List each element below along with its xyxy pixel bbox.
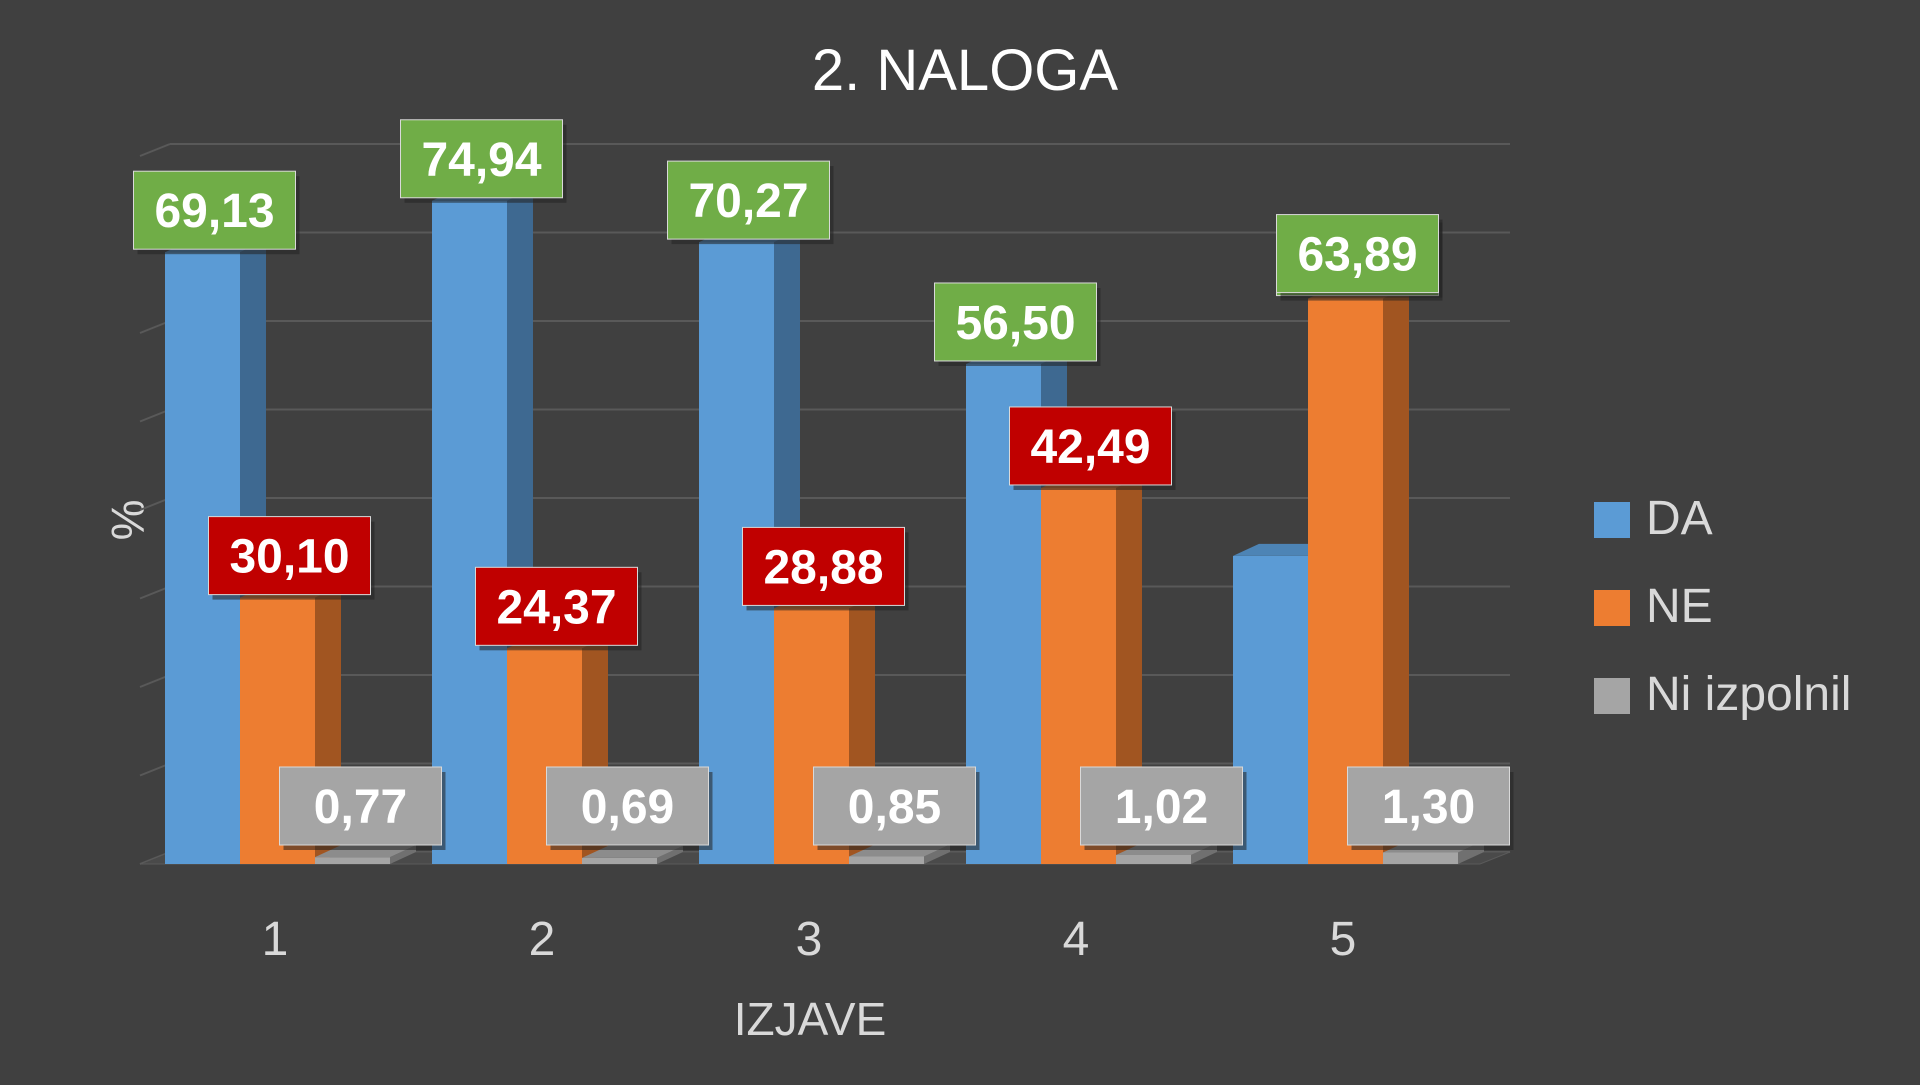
chart-title: 2. NALOGA: [812, 38, 1119, 103]
data-label: 42,49: [1009, 406, 1176, 490]
data-label: 0,85: [813, 766, 980, 850]
data-label: 70,27: [667, 160, 834, 245]
legend-swatch: [1594, 502, 1630, 538]
y-axis-label: %: [102, 500, 154, 541]
data-labels-layer: 69,13 30,10 0,77 74,94 24,37 0,69 70,27 28,88 0,…: [133, 119, 1514, 850]
data-label-text: 1,02: [1115, 781, 1208, 834]
legend-label: NE: [1646, 580, 1713, 633]
x-tick-labels: 1 2 3 4 5: [262, 913, 1357, 966]
label-box: [208, 516, 371, 596]
data-label-text: 69,13: [154, 185, 274, 238]
gridline-side: [139, 143, 171, 157]
legend-swatch: [1594, 678, 1630, 714]
x-axis-label: IZJAVE: [734, 993, 887, 1045]
bar: [1383, 852, 1458, 864]
data-label-text: 63,89: [1297, 229, 1417, 282]
label-box: [1347, 766, 1510, 846]
legend-label: Ni izpolnil: [1646, 668, 1851, 721]
data-label-text: 0,69: [581, 781, 674, 834]
x-tick-label: 5: [1330, 913, 1357, 966]
label-box: [742, 526, 905, 606]
legend-label: DA: [1646, 492, 1713, 545]
label-box: [1009, 406, 1172, 486]
data-label-text: 42,49: [1030, 421, 1150, 474]
data-label-text: 70,27: [688, 175, 808, 228]
label-box: [400, 119, 563, 199]
label-box: [546, 766, 709, 846]
data-label: 74,94: [400, 119, 567, 203]
data-label-text: 28,88: [763, 541, 883, 594]
data-label: 0,77: [279, 766, 446, 850]
bar: [1116, 854, 1191, 864]
x-tick-label: 2: [529, 913, 556, 966]
data-label-text: 24,37: [496, 581, 616, 634]
data-label: 1,02: [1080, 766, 1247, 850]
x-tick-label: 3: [796, 913, 823, 966]
bar-side: [657, 845, 683, 864]
label-box: [133, 170, 296, 250]
data-label-text: 30,10: [229, 531, 349, 584]
data-label: 24,37: [475, 566, 642, 651]
label-box: [667, 160, 830, 240]
bar: [849, 856, 924, 864]
data-label-text: 56,50: [955, 297, 1075, 350]
data-label: 0,69: [546, 766, 713, 850]
bar-side: [1383, 286, 1409, 864]
label-box: [813, 766, 976, 846]
data-label-text: 0,77: [314, 781, 407, 834]
data-label: 28,88: [742, 526, 909, 611]
legend: DA NE Ni izpolnil: [1594, 492, 1851, 721]
label-box: [475, 566, 638, 646]
data-label-text: 0,85: [848, 781, 941, 834]
label-box: [1276, 214, 1439, 294]
label-box: [1080, 766, 1243, 846]
data-label-text: 74,94: [421, 134, 541, 187]
label-box: [934, 282, 1097, 362]
data-label: 30,10: [208, 516, 375, 600]
bar: [582, 857, 657, 864]
x-tick-label: 4: [1063, 913, 1090, 966]
data-label: 56,50: [934, 282, 1101, 366]
bar: [315, 857, 390, 864]
legend-swatch: [1594, 590, 1630, 626]
label-box: [279, 766, 442, 846]
bar: [432, 200, 507, 864]
data-label: 1,30: [1347, 766, 1514, 850]
data-label-extra: 63,89: [1276, 214, 1443, 298]
data-label-text: 1,30: [1382, 781, 1475, 834]
data-label: 69,13: [133, 170, 300, 255]
x-tick-label: 1: [262, 913, 289, 966]
